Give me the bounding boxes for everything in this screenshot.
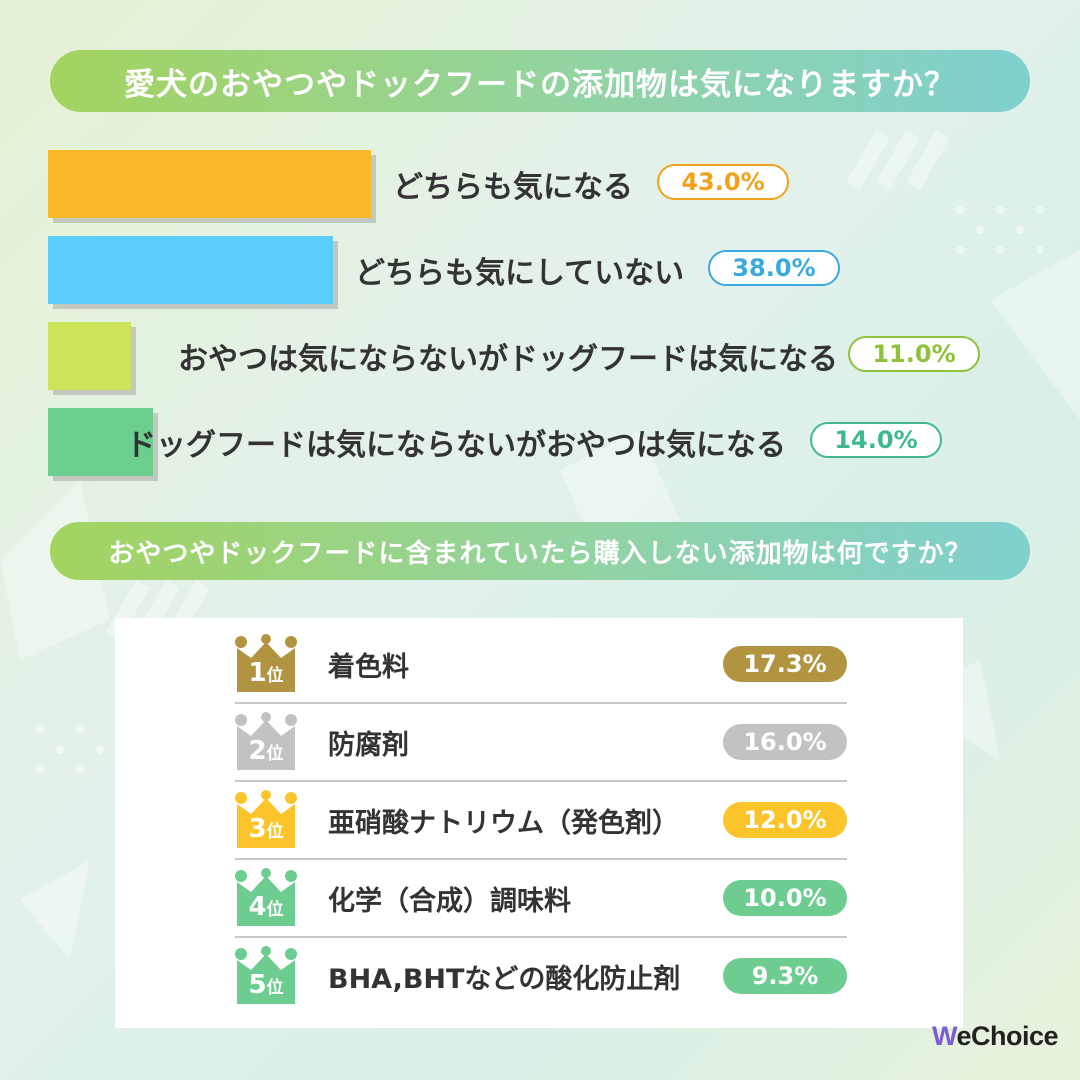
crown-icon [235, 946, 297, 1004]
bar-row: どちらも気になる 43.0% [48, 150, 1080, 222]
rank-label: 亜硝酸ナトリウム（発色剤） [328, 807, 679, 839]
rank-value: 12.0% [723, 802, 847, 838]
row-divider [235, 936, 847, 938]
crown-icon [235, 868, 297, 926]
bar-row: ドッグフードは気にならないがおやつは気になる 14.0% [48, 408, 1080, 480]
rank-row: 1位 着色料 17.3% [235, 626, 847, 704]
value-label: 14.0% [810, 422, 942, 458]
bar-label: どちらも気になる [393, 170, 633, 205]
crown-icon [235, 712, 297, 770]
bar [48, 150, 371, 218]
question-1-title: 愛犬のおやつやドックフードの添加物は気になりますか？ [50, 50, 1030, 112]
value-label: 43.0% [657, 164, 789, 200]
question-2-title: おやつやドックフードに含まれていたら購入しない添加物は何ですか？ [50, 522, 1030, 580]
bar [48, 322, 131, 390]
crown-icon [235, 790, 297, 848]
rank-number: 1位 [248, 658, 284, 688]
rank-number: 3位 [248, 814, 284, 844]
row-divider [235, 702, 847, 704]
rank-label: 防腐剤 [328, 729, 409, 761]
crown-icon [235, 634, 297, 692]
rank-label: 化学（合成）調味料 [328, 885, 571, 917]
bar [48, 236, 333, 304]
bar [48, 408, 153, 476]
ranking-panel: 1位 着色料 17.3% 2位 防腐剤 16.0% 3位 亜硝酸ナトリウム（発色剤） 12.0%… [115, 618, 963, 1028]
value-label: 38.0% [708, 250, 840, 286]
rank-row: 2位 防腐剤 16.0% [235, 704, 847, 782]
rank-row: 3位 亜硝酸ナトリウム（発色剤） 12.0% [235, 782, 847, 860]
rank-number: 4位 [248, 892, 284, 922]
bar-row: どちらも気にしていない 38.0% [48, 236, 1080, 308]
wechoice-logo: WeChoice [931, 1021, 1059, 1051]
bar-label: おやつは気にならないがドッグフードは気になる [178, 342, 838, 377]
rank-value: 16.0% [723, 724, 847, 760]
value-label: 11.0% [848, 336, 980, 372]
rank-label: 着色料 [328, 651, 409, 683]
rank-value: 17.3% [723, 646, 847, 682]
row-divider [235, 780, 847, 782]
bar-label: どちらも気にしていない [355, 256, 685, 291]
rank-row: 4位 化学（合成）調味料 10.0% [235, 860, 847, 938]
row-divider [235, 858, 847, 860]
rank-number: 5位 [248, 970, 284, 1000]
bar-label: ドッグフードは気にならないがおやつは気になる [126, 428, 786, 463]
bar-row: おやつは気にならないがドッグフードは気になる 11.0% [48, 322, 1080, 394]
rank-row: 5位 BHA,BHTなどの酸化防止剤 9.3% [235, 938, 847, 1016]
rank-value: 10.0% [723, 880, 847, 916]
rank-number: 2位 [248, 736, 284, 766]
rank-value: 9.3% [723, 958, 847, 994]
rank-label: BHA,BHTなどの酸化防止剤 [328, 963, 681, 995]
